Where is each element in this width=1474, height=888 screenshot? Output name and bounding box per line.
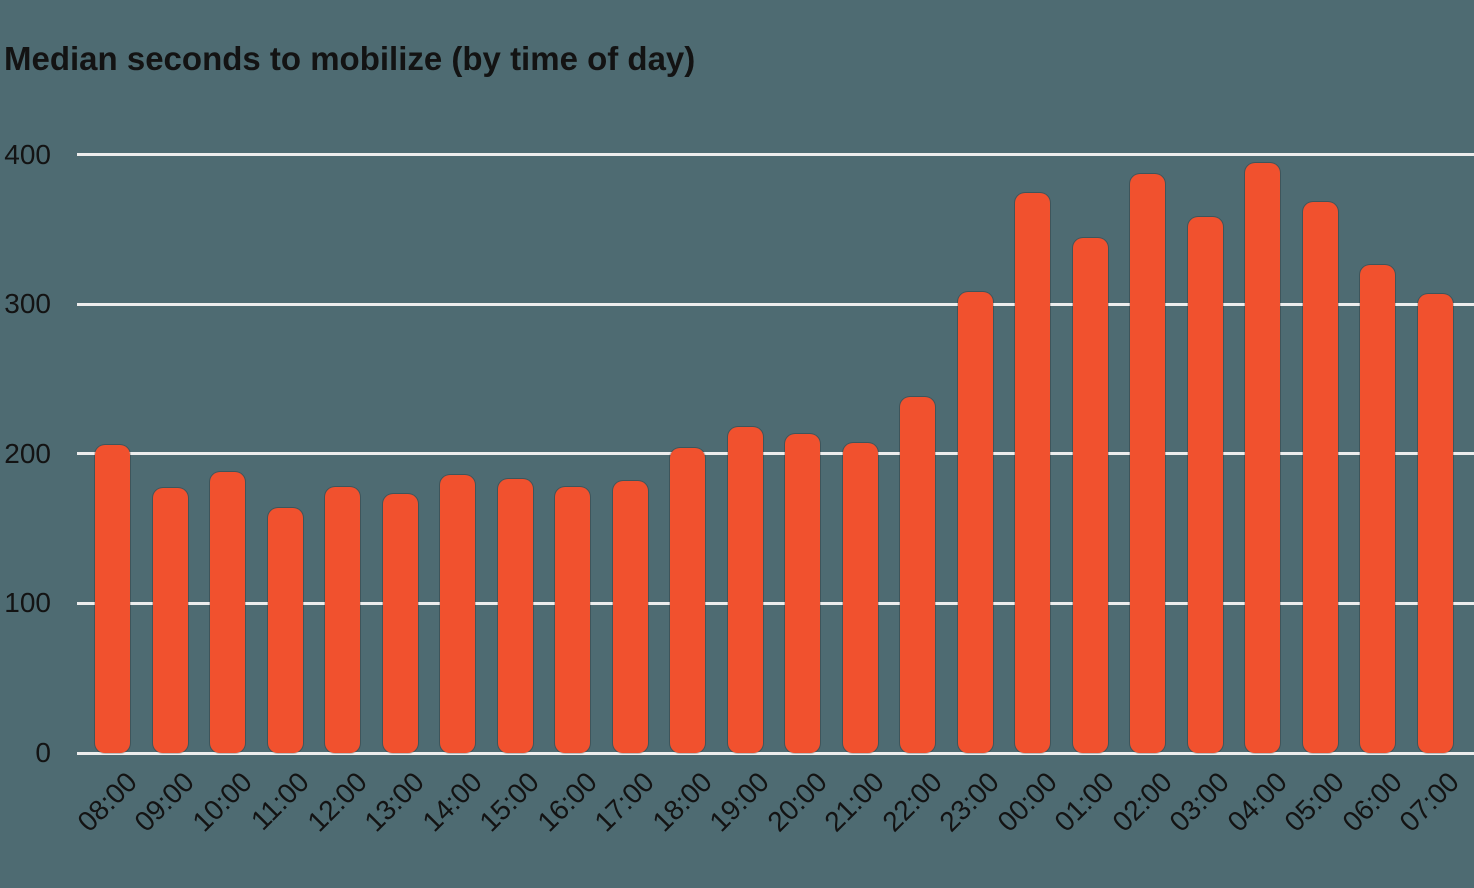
gridline	[77, 601, 1474, 605]
bar	[612, 480, 648, 753]
gridline	[77, 452, 1474, 456]
bar	[670, 447, 705, 753]
bar	[1130, 173, 1165, 753]
bar	[1187, 217, 1223, 753]
bar	[1302, 202, 1338, 753]
bar	[440, 474, 475, 753]
plot-area: 0 100 200 300 400 08:00 09:00 10:00 11:00 12:00 13…	[4, 138, 1474, 837]
gridline	[77, 751, 1474, 755]
bar	[152, 488, 188, 753]
bar	[95, 444, 130, 753]
bar	[1015, 193, 1050, 753]
gridline	[77, 302, 1474, 306]
bar-chart: Median seconds to mobilize (by time of d…	[4, 40, 1474, 837]
bar	[1360, 265, 1395, 753]
chart-title: Median seconds to mobilize (by time of d…	[4, 40, 696, 77]
y-axis-tick-label: 400	[4, 138, 51, 170]
bar	[842, 443, 878, 753]
bar	[1072, 238, 1108, 753]
bar	[497, 479, 533, 753]
bar	[900, 396, 935, 753]
bar	[1245, 163, 1280, 753]
bar	[785, 434, 820, 753]
bar	[267, 507, 303, 753]
y-axis-tick-label: 200	[4, 437, 51, 469]
bar	[382, 494, 418, 753]
y-axis-tick-label: 100	[4, 587, 51, 619]
bar	[957, 292, 993, 753]
bar	[727, 426, 763, 753]
gridline	[77, 153, 1474, 156]
bar	[325, 486, 360, 753]
bar	[210, 471, 245, 753]
bar	[555, 486, 590, 753]
y-axis-tick-label: 0	[35, 737, 51, 768]
bar	[1417, 293, 1453, 753]
y-axis-tick-label: 300	[4, 288, 51, 320]
